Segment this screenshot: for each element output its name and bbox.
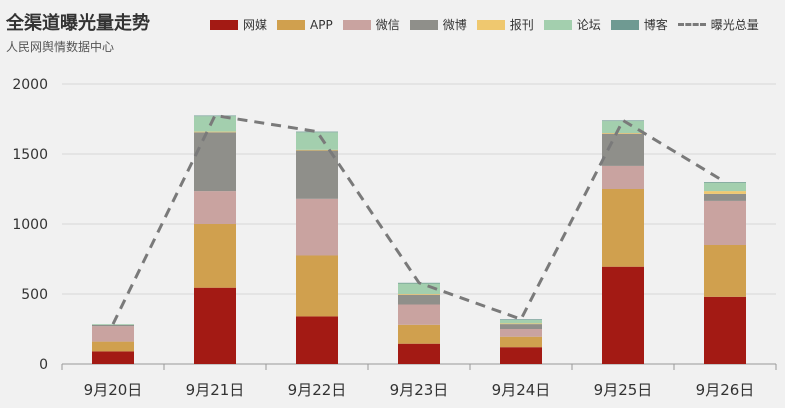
bar-segment bbox=[500, 323, 542, 325]
legend-label: APP bbox=[310, 17, 333, 32]
bar-segment bbox=[500, 329, 542, 337]
legend-item: 曝光总量 bbox=[677, 16, 759, 33]
bar-segment bbox=[500, 347, 542, 364]
x-tick-label: 9月22日 bbox=[288, 381, 347, 399]
bar-segment bbox=[92, 324, 134, 327]
bar-segment bbox=[602, 120, 644, 122]
y-tick-label: 1500 bbox=[12, 147, 48, 163]
bar-segment bbox=[500, 336, 542, 348]
legend-label: 微博 bbox=[442, 18, 467, 32]
bar-segment bbox=[500, 319, 542, 324]
chart-title: 全渠道曝光量走势 bbox=[6, 13, 150, 34]
legend-item: 论坛 bbox=[543, 16, 601, 33]
legend-swatch bbox=[677, 23, 706, 26]
legend-item: 博客 bbox=[610, 16, 668, 33]
bar-segment bbox=[602, 266, 644, 364]
x-tick-label: 9月26日 bbox=[696, 381, 755, 399]
bar-segment bbox=[602, 189, 644, 267]
legend-item: 微博 bbox=[409, 16, 467, 33]
legend: 网媒 APP 微信 微博 报刊 论坛 博客 曝光总量 bbox=[210, 16, 759, 33]
legend-swatch bbox=[277, 19, 306, 30]
bar-segment bbox=[92, 341, 134, 352]
y-tick-label: 500 bbox=[21, 287, 48, 303]
legend-label: 微信 bbox=[375, 18, 400, 32]
x-tick-label: 9月23日 bbox=[390, 381, 449, 399]
bar-segment bbox=[296, 132, 338, 150]
bar-segment bbox=[194, 115, 236, 117]
bar-segment bbox=[704, 191, 746, 194]
chart-subtitle: 人民网舆情数据中心 bbox=[6, 40, 115, 54]
x-tick-label: 9月20日 bbox=[84, 381, 143, 399]
bar-segment bbox=[500, 319, 542, 320]
legend-item: 微信 bbox=[342, 16, 400, 33]
legend-item: 报刊 bbox=[476, 16, 534, 33]
legend-swatch bbox=[210, 19, 238, 30]
bar-segment bbox=[704, 182, 746, 183]
bar-segment bbox=[398, 324, 440, 344]
legend-swatch bbox=[476, 19, 505, 30]
bar-segment bbox=[296, 316, 338, 364]
legend-swatch bbox=[543, 19, 572, 30]
bar-segment bbox=[398, 294, 440, 305]
y-tick-label: 2000 bbox=[12, 77, 48, 93]
bar-segment bbox=[704, 193, 746, 201]
bar-segment bbox=[194, 287, 236, 364]
bar-segment bbox=[296, 150, 338, 199]
bar-segment bbox=[296, 149, 338, 151]
legend-item: 网媒 bbox=[210, 16, 267, 33]
bar-segment bbox=[602, 121, 644, 133]
legend-label: 论坛 bbox=[576, 18, 601, 32]
x-tick-label: 9月21日 bbox=[186, 381, 245, 399]
x-tick-label: 9月24日 bbox=[492, 381, 551, 399]
bar-segment bbox=[704, 200, 746, 245]
bar-segment bbox=[194, 116, 236, 132]
bar-segment bbox=[92, 326, 134, 342]
legend-label: 网媒 bbox=[243, 18, 268, 32]
bar-segment bbox=[398, 343, 440, 364]
bar-segment bbox=[500, 324, 542, 329]
bar-segment bbox=[92, 324, 134, 325]
bar-segment bbox=[704, 245, 746, 297]
bar-segment bbox=[296, 255, 338, 317]
bar-segment bbox=[398, 283, 440, 294]
bar-segment bbox=[194, 131, 236, 133]
bar-segment bbox=[602, 133, 644, 134]
bar-segment bbox=[704, 182, 746, 192]
bar-segment bbox=[194, 132, 236, 192]
bar-segment bbox=[92, 351, 134, 364]
legend-swatch bbox=[342, 19, 371, 30]
y-tick-label: 1000 bbox=[12, 217, 48, 233]
bar-segment bbox=[704, 296, 746, 364]
legend-item: APP bbox=[277, 18, 333, 32]
bar-segment bbox=[194, 224, 236, 288]
bar-segment bbox=[398, 294, 440, 295]
x-tick-label: 9月25日 bbox=[594, 381, 653, 399]
bar-segment bbox=[296, 198, 338, 256]
legend-label: 报刊 bbox=[509, 18, 534, 32]
total-line bbox=[111, 113, 726, 325]
legend-swatch bbox=[409, 19, 438, 30]
bar-segment bbox=[296, 131, 338, 133]
y-tick-label: 0 bbox=[39, 357, 48, 373]
legend-label: 博客 bbox=[643, 18, 668, 32]
legend-label: 曝光总量 bbox=[710, 18, 759, 32]
bar-segment bbox=[194, 191, 236, 224]
bar-segment bbox=[602, 165, 644, 189]
bar-segment bbox=[398, 304, 440, 325]
legend-swatch bbox=[610, 19, 639, 30]
